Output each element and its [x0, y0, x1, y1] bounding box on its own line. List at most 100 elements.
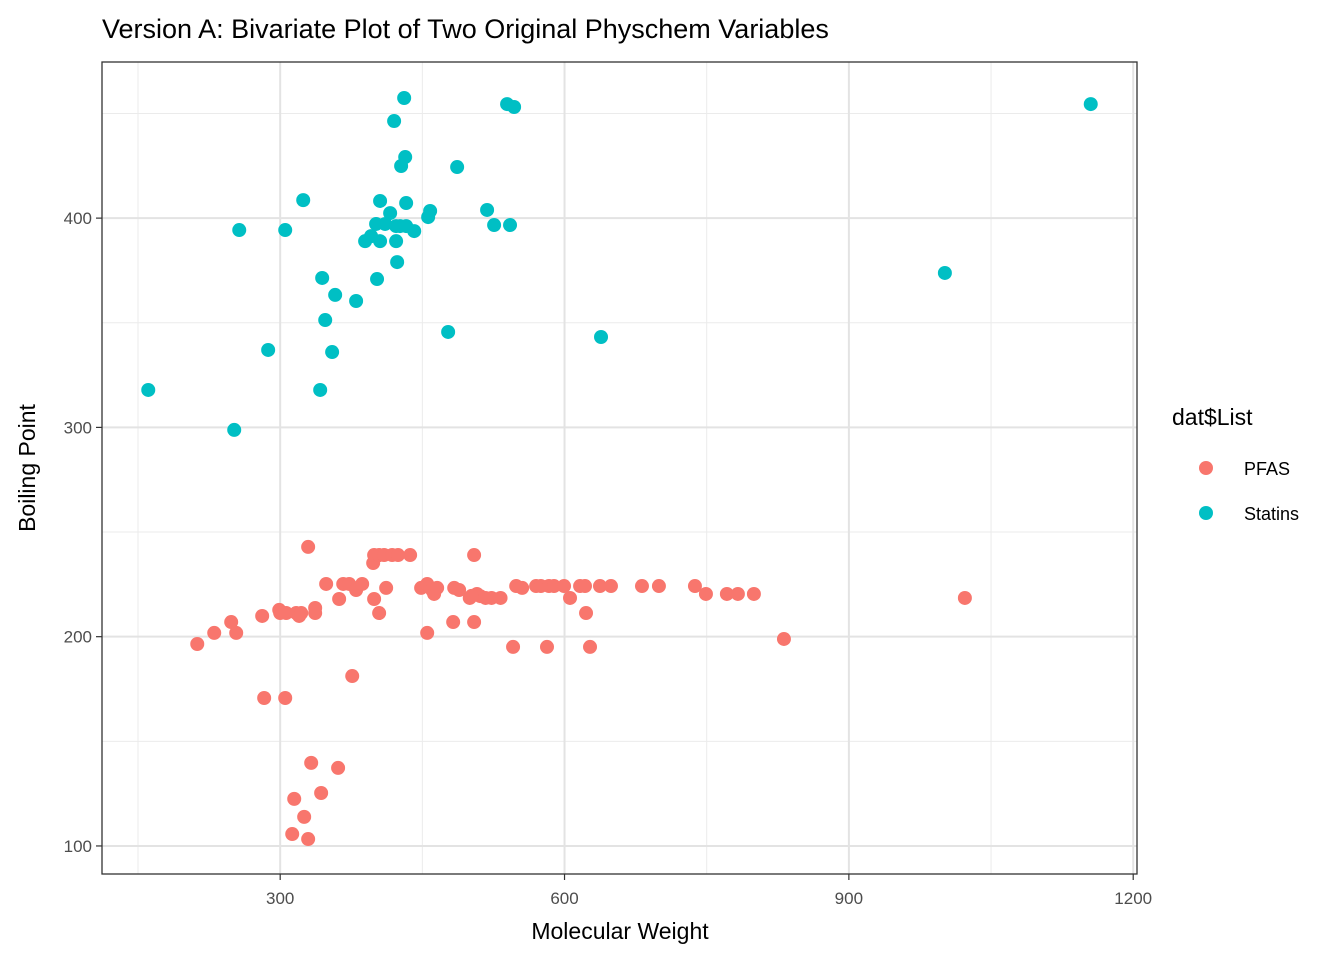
point-statins: [325, 345, 340, 360]
point-statins: [373, 234, 388, 249]
point-statins: [328, 287, 343, 302]
legend-key-statins: [1199, 506, 1213, 520]
point-statins: [349, 293, 364, 308]
point-pfas: [563, 590, 578, 605]
point-pfas: [547, 579, 562, 594]
point-statins: [937, 265, 952, 280]
point-statins: [399, 196, 414, 211]
y-tick-label: 200: [64, 628, 92, 647]
point-pfas: [420, 625, 435, 640]
point-pfas: [515, 580, 530, 595]
point-pfas: [452, 583, 467, 598]
point-pfas: [257, 690, 272, 705]
point-pfas: [603, 579, 618, 594]
point-statins: [383, 206, 398, 221]
point-pfas: [698, 586, 713, 601]
point-pfas: [301, 539, 316, 554]
data-points: [141, 90, 1098, 847]
point-statins: [423, 204, 438, 219]
point-pfas: [467, 548, 482, 563]
point-pfas: [379, 580, 394, 595]
y-tick-label: 100: [64, 837, 92, 856]
point-statins: [407, 224, 422, 239]
point-pfas: [355, 576, 370, 591]
point-pfas: [634, 579, 649, 594]
point-pfas: [255, 608, 270, 623]
point-pfas: [285, 827, 300, 842]
point-pfas: [776, 631, 791, 646]
point-pfas: [294, 606, 309, 621]
point-pfas: [478, 590, 493, 605]
x-tick-label: 300: [266, 889, 294, 908]
legend-label-statins: Statins: [1244, 504, 1299, 524]
point-pfas: [367, 592, 382, 607]
point-pfas: [578, 579, 592, 594]
point-pfas: [583, 639, 598, 654]
point-pfas: [279, 606, 294, 621]
legend-key-pfas: [1199, 461, 1213, 475]
point-pfas: [403, 548, 418, 563]
point-statins: [387, 114, 402, 129]
point-pfas: [539, 639, 554, 654]
point-pfas: [304, 755, 319, 770]
chart-title: Version A: Bivariate Plot of Two Origina…: [102, 14, 829, 44]
x-tick-label: 1200: [1114, 889, 1152, 908]
point-pfas: [579, 606, 594, 621]
point-pfas: [957, 590, 972, 605]
point-statins: [315, 270, 330, 285]
point-statins: [373, 193, 388, 208]
point-pfas: [592, 579, 607, 594]
point-statins: [397, 90, 412, 105]
point-statins: [507, 99, 522, 114]
y-tick-label: 300: [64, 418, 92, 437]
point-pfas: [332, 592, 347, 607]
panel-background: [102, 62, 1137, 874]
legend-title: dat$List: [1172, 404, 1253, 430]
legend: dat$List PFAS Statins: [1172, 404, 1299, 524]
point-statins: [390, 255, 405, 270]
point-pfas: [467, 615, 482, 630]
point-statins: [1083, 97, 1098, 112]
point-pfas: [687, 579, 702, 594]
point-statins: [378, 216, 393, 231]
point-statins: [141, 382, 156, 397]
point-pfas: [651, 579, 666, 594]
point-statins: [370, 272, 385, 287]
point-pfas: [464, 588, 479, 603]
point-pfas: [287, 791, 302, 806]
point-pfas: [301, 832, 316, 847]
x-tick-label: 600: [550, 889, 578, 908]
point-pfas: [190, 637, 205, 652]
point-pfas: [493, 590, 508, 605]
point-statins: [318, 313, 333, 328]
point-pfas: [297, 809, 312, 824]
point-statins: [278, 223, 293, 238]
point-pfas: [557, 579, 572, 594]
point-statins: [480, 202, 495, 217]
gridlines: [102, 62, 1137, 874]
point-pfas: [345, 669, 360, 684]
legend-label-pfas: PFAS: [1244, 459, 1290, 479]
axis-ticks: 300 600 900 1200 100 200 300 400: [64, 209, 1152, 908]
point-pfas: [207, 625, 222, 640]
panel-border: [101, 61, 1138, 875]
point-statins: [441, 324, 456, 339]
point-pfas: [506, 639, 521, 654]
x-tick-label: 900: [835, 889, 863, 908]
point-statins: [594, 329, 609, 344]
point-statins: [389, 234, 404, 249]
point-pfas: [308, 601, 323, 616]
point-statins: [313, 382, 328, 397]
point-pfas: [224, 615, 239, 630]
point-pfas: [746, 586, 761, 601]
point-statins: [398, 150, 413, 165]
point-pfas: [430, 580, 445, 595]
point-pfas: [719, 586, 734, 601]
point-statins: [261, 342, 276, 357]
point-pfas: [372, 606, 387, 621]
point-statins: [450, 160, 465, 175]
point-pfas: [229, 625, 244, 640]
point-pfas: [278, 690, 293, 705]
y-tick-label: 400: [64, 209, 92, 228]
